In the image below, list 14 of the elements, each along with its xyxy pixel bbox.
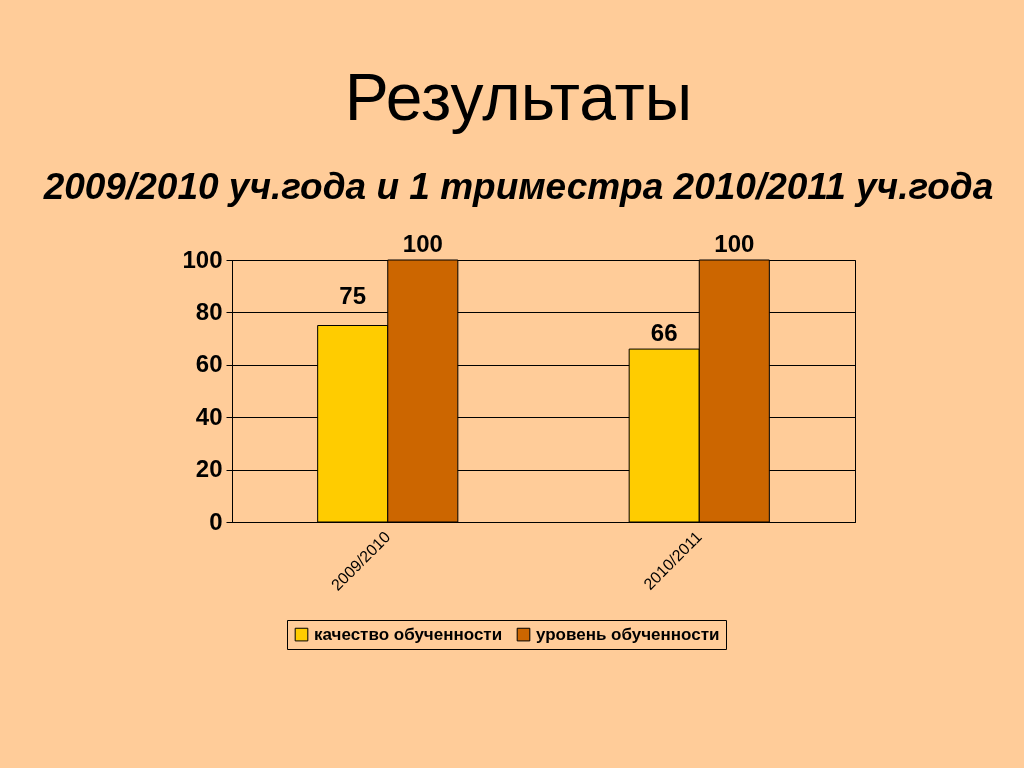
y-tick-label: 40 <box>195 402 223 430</box>
chart-subtitle: 2009/2010 уч.года и 1 триместра 2010/2011 уч.года <box>42 166 994 207</box>
chart-title: Результаты <box>344 60 693 134</box>
legend-label: уровень обученности <box>536 624 720 644</box>
y-tick-label: 100 <box>182 245 223 273</box>
y-tick-label: 60 <box>195 350 223 378</box>
y-tick-label: 20 <box>195 455 223 483</box>
data-label: 100 <box>402 230 443 257</box>
y-tick-label: 80 <box>195 297 223 325</box>
y-tick-label: 0 <box>209 507 223 535</box>
data-label: 66 <box>650 319 678 347</box>
data-label: 75 <box>339 281 367 309</box>
legend-label: качество обученности <box>314 624 503 644</box>
data-label: 100 <box>714 230 755 257</box>
